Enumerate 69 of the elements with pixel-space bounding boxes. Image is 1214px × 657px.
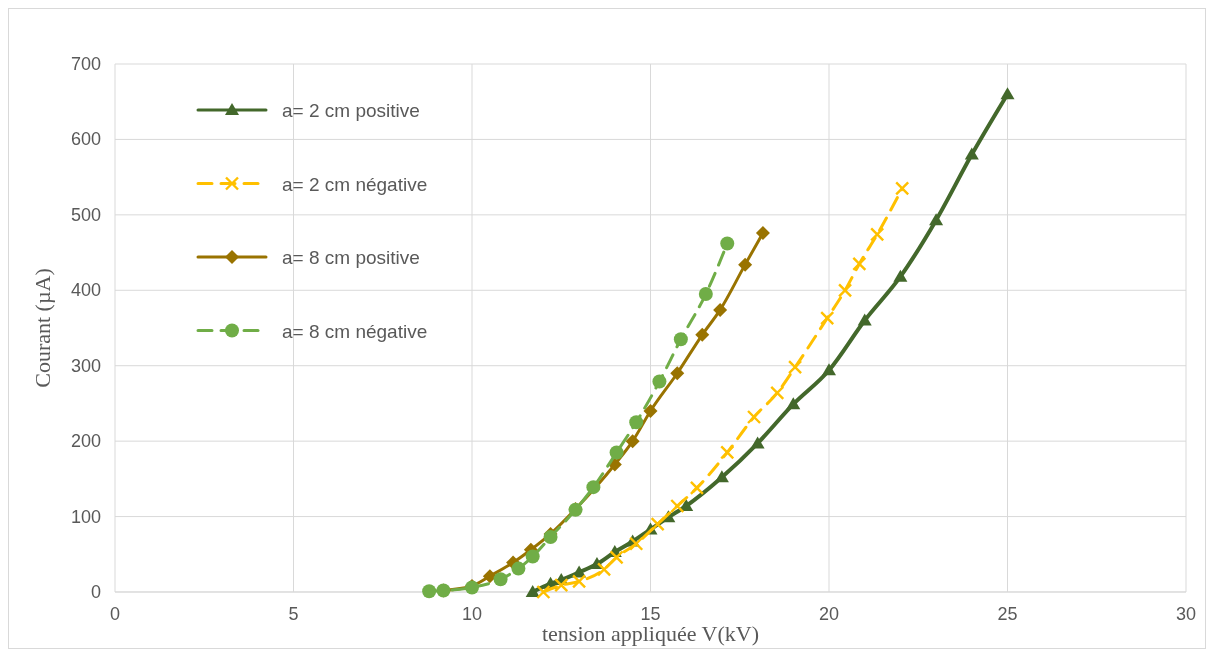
x-tick-label: 15 [640, 604, 661, 624]
point [511, 561, 526, 576]
point [673, 332, 688, 347]
legend-label: a= 8 cm positive [282, 247, 420, 268]
point [493, 572, 508, 587]
point [609, 445, 624, 460]
y-axis-title: Courant (µA) [30, 268, 55, 388]
point [670, 366, 685, 381]
x-tick-label: 10 [461, 604, 483, 624]
point [820, 310, 835, 326]
point [629, 415, 644, 430]
point [750, 436, 765, 449]
point [629, 536, 644, 551]
point [720, 445, 735, 460]
point [870, 227, 885, 242]
y-tick-label: 500 [70, 204, 101, 225]
point [714, 470, 729, 483]
point [525, 549, 540, 564]
y-tick-label: 700 [70, 54, 101, 74]
point [609, 550, 624, 565]
point [689, 480, 705, 496]
x-tick-label: 30 [1175, 604, 1197, 624]
point [571, 574, 587, 589]
point [746, 409, 762, 425]
legend-label: a= 2 cm positive [282, 100, 420, 121]
point [713, 302, 728, 317]
y-tick-label: 600 [70, 129, 101, 150]
point [536, 584, 551, 600]
point [786, 397, 801, 410]
x-tick-label: 25 [997, 604, 1018, 624]
point [586, 480, 601, 495]
point [1000, 87, 1015, 100]
y-tick-label: 300 [70, 355, 101, 376]
point [964, 147, 979, 160]
point [837, 283, 853, 298]
point [857, 313, 872, 326]
point [422, 584, 437, 599]
point [679, 499, 694, 512]
x-tick-label: 5 [288, 604, 299, 624]
point [670, 498, 685, 514]
point [770, 385, 785, 401]
point [650, 516, 665, 532]
point [720, 236, 735, 251]
point [596, 562, 612, 577]
point [643, 403, 658, 418]
point [695, 327, 710, 342]
y-tick-label: 200 [70, 431, 101, 452]
point [625, 434, 640, 449]
legend-label: a= 8 cm négative [282, 320, 428, 342]
point [525, 585, 540, 597]
point [929, 213, 944, 226]
point [852, 256, 867, 272]
point [894, 181, 910, 196]
x-tick-label: 20 [818, 604, 840, 624]
point [482, 569, 497, 584]
y-tick-label: 100 [70, 506, 101, 527]
x-axis-title: tension appliquée V(kV) [541, 621, 760, 646]
point [893, 269, 908, 282]
point [822, 363, 836, 376]
x-tick-label: 0 [109, 604, 121, 624]
point [554, 578, 569, 593]
point [698, 287, 713, 302]
legend-label: a= 2 cm négative [282, 173, 428, 195]
point [787, 360, 803, 375]
y-tick-label: 0 [90, 582, 101, 602]
point [755, 225, 770, 240]
y-tick-label: 400 [70, 280, 101, 301]
point [652, 374, 667, 389]
point [738, 257, 753, 272]
